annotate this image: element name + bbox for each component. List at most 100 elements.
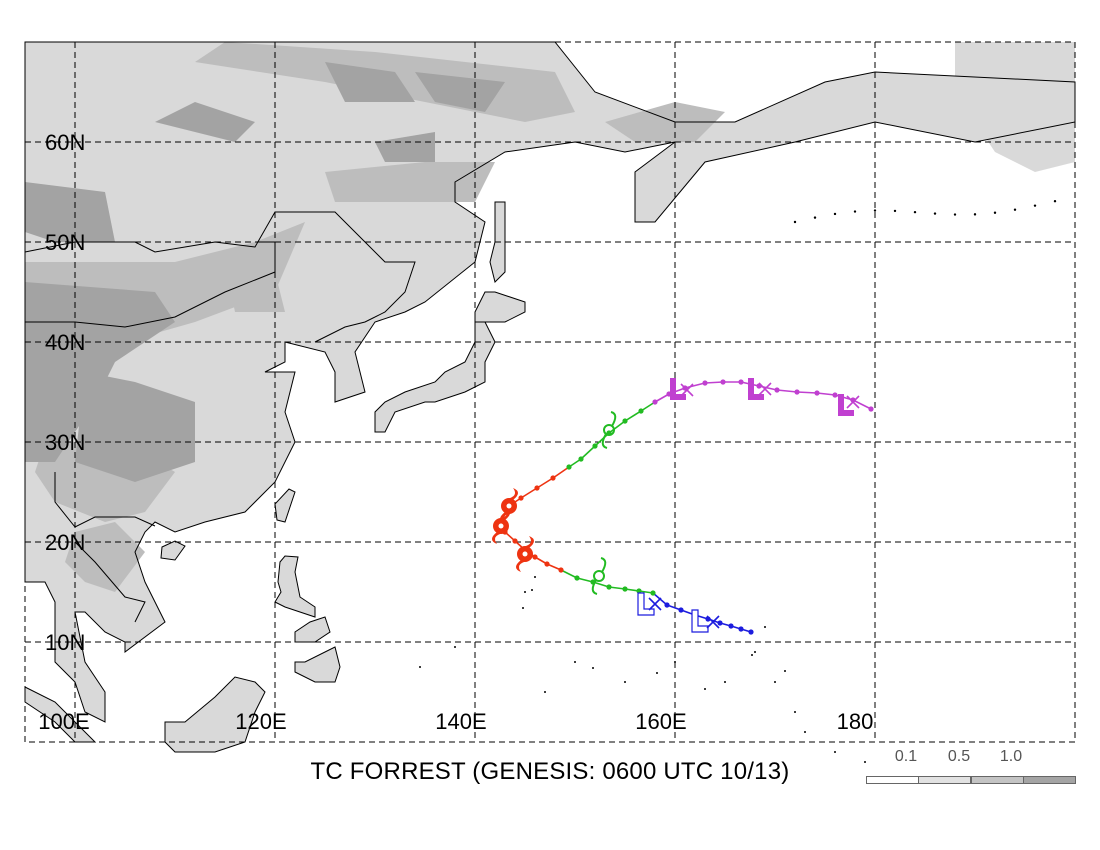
pacific-island [592, 667, 594, 669]
track-segment [640, 401, 656, 412]
track-point [720, 379, 726, 385]
track-segment [776, 389, 798, 393]
low-symbol [637, 592, 655, 616]
track-segment [654, 393, 670, 403]
pacific-island [784, 670, 786, 672]
terrain-mid-3 [325, 162, 495, 202]
pacific-island [522, 607, 524, 609]
position-x-marker [648, 597, 662, 611]
border-2 [314, 316, 376, 343]
lon-label-100E: 100E [38, 709, 89, 734]
track-point [518, 495, 524, 501]
pacific-island [794, 711, 796, 713]
coastline-6 [274, 555, 316, 618]
border-4 [74, 541, 146, 623]
pacific-island [524, 591, 526, 593]
track-point [606, 584, 612, 590]
track-segment [552, 466, 570, 479]
x-stroke [680, 383, 694, 397]
land-visayas [295, 617, 330, 642]
track-segment [684, 382, 706, 389]
low-symbol [691, 609, 709, 633]
typhoon-arm [523, 536, 534, 548]
track-segment [560, 569, 578, 579]
track-point [592, 443, 598, 449]
pacific-island [419, 666, 421, 668]
track-point [558, 567, 564, 573]
x-stroke [846, 395, 860, 409]
legend-swatch-1 [918, 776, 971, 784]
typhoon-eye [522, 551, 528, 557]
x-stroke [648, 597, 662, 611]
latitude-labels: 60N 50N 40N 30N 20N 10N [45, 130, 85, 655]
position-x-marker [680, 383, 694, 397]
aleutian-island [1013, 208, 1017, 211]
legend-swatch-3 [1023, 776, 1076, 784]
tropical-storm-marker [591, 557, 607, 595]
typhoon-eye [498, 523, 504, 529]
track-point [578, 456, 584, 462]
lat-label-20N: 20N [45, 530, 85, 555]
track-point [534, 485, 540, 491]
storm-ring [593, 570, 605, 582]
aleutian-island [933, 212, 937, 215]
terrain-mid-5 [65, 522, 145, 592]
lon-label-180: 180 [837, 709, 874, 734]
track-point [794, 389, 800, 395]
coastline-2 [474, 291, 526, 323]
land-asia [25, 42, 1075, 722]
coastline-5 [160, 540, 186, 561]
low-pressure-marker [748, 378, 764, 400]
aleutian-island [1053, 200, 1057, 203]
track-point [774, 387, 780, 393]
track-point [622, 586, 628, 592]
track-point [550, 475, 556, 481]
aleutian-island [993, 211, 997, 214]
lon-label-140E: 140E [435, 709, 486, 734]
pacific-island [531, 589, 533, 591]
terrain-mid-4 [605, 102, 725, 142]
lon-label-120E: 120E [235, 709, 286, 734]
storm-arm [610, 411, 617, 427]
terrain-dark-3 [155, 102, 255, 142]
storm-track [498, 379, 874, 635]
lat-label-60N: 60N [45, 130, 85, 155]
track-segment [816, 392, 836, 396]
storm-arm [600, 557, 607, 573]
aleutian-island [833, 212, 837, 216]
border-3 [54, 472, 156, 528]
low-pressure-marker [637, 592, 655, 616]
elevation-legend: 0.1 0.5 1.0 [866, 748, 1076, 788]
land-taiwan [275, 489, 295, 522]
lat-label-10N: 10N [45, 630, 85, 655]
track-segment [576, 577, 594, 583]
pacific-island [534, 576, 536, 578]
typhoon-arm [516, 560, 527, 572]
storm-ring [603, 424, 615, 436]
track-point [814, 390, 820, 396]
aleutian-island [913, 210, 917, 214]
low-pressure-marker [838, 394, 854, 416]
low-symbol [748, 378, 764, 400]
track-segment [580, 445, 596, 460]
pacific-island [454, 646, 456, 648]
tropical-storm-marker [601, 411, 617, 449]
aleutian-island [1033, 204, 1037, 207]
track-point [748, 629, 754, 635]
track-segment [520, 487, 538, 499]
terrain-layer [25, 42, 1075, 752]
track-point [574, 575, 580, 581]
terrain-dark-2 [75, 372, 195, 482]
terrain-dark-4 [325, 62, 415, 102]
land-borneo [165, 677, 265, 752]
track-segment [796, 391, 818, 394]
legend-swatch-2 [971, 776, 1024, 784]
x-stroke [758, 382, 772, 396]
terrain-dark-6 [415, 72, 505, 112]
land-alaska [955, 42, 1075, 172]
track-point [544, 561, 550, 567]
track-point [636, 588, 642, 594]
land-japan [375, 322, 495, 432]
terrain-dark-0 [25, 282, 175, 462]
